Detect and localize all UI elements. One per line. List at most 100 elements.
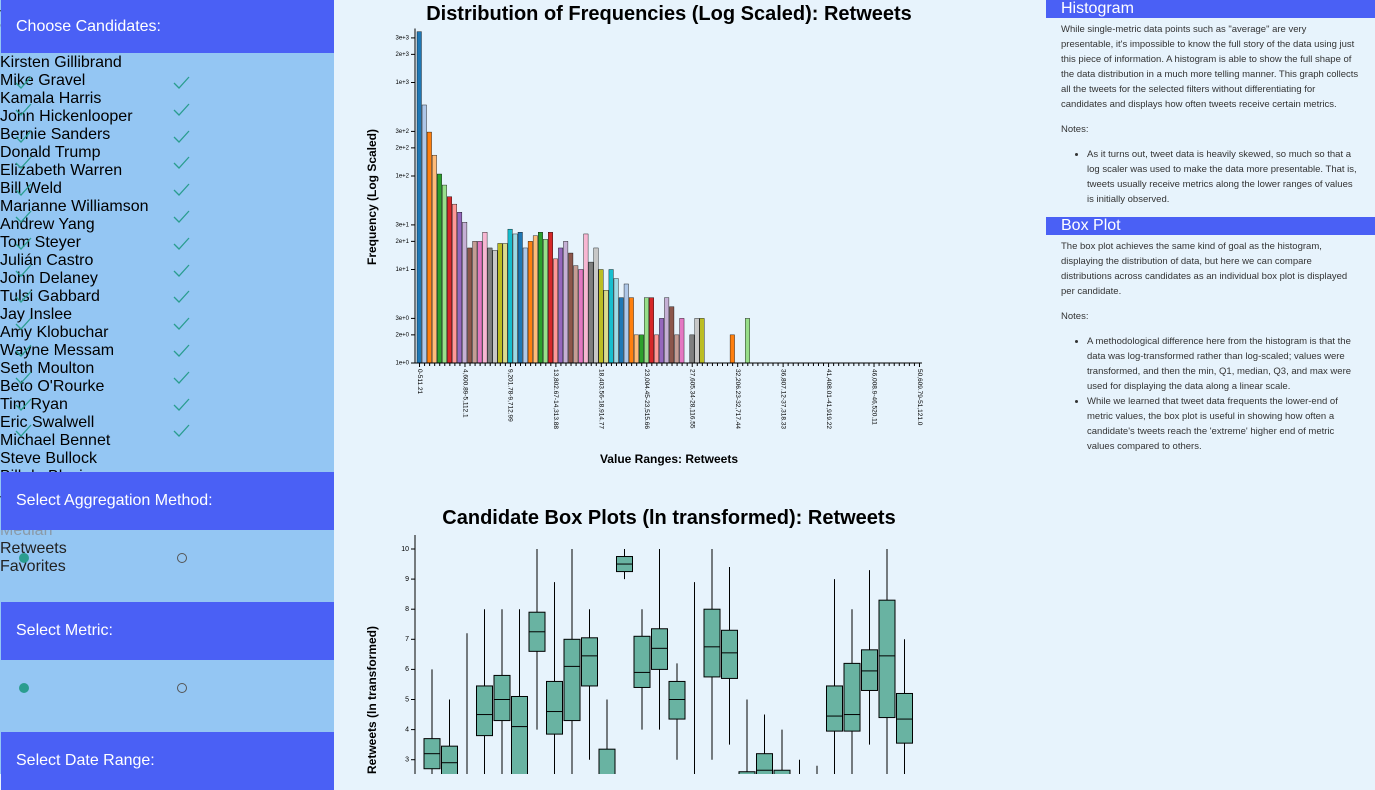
radio[interactable] (19, 553, 29, 563)
candidate-label[interactable]: Bill Weld (0, 180, 62, 197)
checkbox[interactable] (172, 75, 192, 91)
y-axis-label: Retweets (ln transformed) (365, 626, 379, 774)
checkbox[interactable] (14, 236, 34, 252)
x-axis-label: Value Ranges: Retweets (600, 452, 738, 466)
check-icon (173, 237, 190, 250)
candidate-label[interactable]: Kirsten Gillibrand (0, 54, 122, 71)
candidate-label[interactable]: Beto O'Rourke (0, 378, 105, 395)
section-header: Select Metric: (1, 602, 334, 660)
bar (477, 241, 483, 364)
bar (664, 297, 670, 364)
checkbox[interactable] (172, 370, 192, 386)
candidate-label[interactable]: Andrew Yang (0, 216, 95, 233)
radio-label[interactable]: Retweets (0, 540, 67, 557)
checkbox[interactable] (14, 370, 34, 386)
bar (543, 239, 548, 364)
check-icon (15, 237, 32, 250)
bar (462, 222, 468, 364)
radio[interactable] (177, 683, 187, 693)
check-icon (173, 398, 190, 411)
candidate-label[interactable]: Michael Bennet (0, 432, 111, 449)
box (651, 628, 668, 670)
radio[interactable] (19, 683, 29, 693)
checkbox[interactable] (14, 343, 34, 359)
chart-title: Distribution of Frequencies (Log Scaled)… (426, 3, 912, 25)
checkbox[interactable] (14, 263, 34, 279)
checkbox[interactable] (14, 75, 34, 91)
checkbox[interactable] (172, 316, 192, 332)
bar (694, 318, 700, 364)
candidate-label[interactable]: Steve Bullock (0, 450, 97, 467)
check-icon (15, 264, 32, 277)
candidate-label[interactable]: Marianne Williamson (0, 198, 149, 215)
bar (492, 250, 498, 364)
candidate-label[interactable]: Jay Inslee (0, 306, 73, 323)
checkbox[interactable] (14, 102, 34, 118)
checkbox[interactable] (172, 343, 192, 359)
candidate-label[interactable]: Seth Moulton (0, 360, 95, 377)
box (598, 748, 616, 774)
bar (437, 173, 442, 364)
check-icon (15, 317, 32, 331)
checkbox[interactable] (14, 129, 34, 145)
bar (467, 247, 473, 364)
checkbox[interactable] (14, 209, 34, 225)
checkbox[interactable] (14, 289, 34, 305)
check-icon (15, 183, 32, 197)
candidate-label[interactable]: Julián Castro (0, 252, 94, 269)
box (773, 769, 791, 774)
candidate-label[interactable]: Wayne Messam (0, 342, 115, 359)
y-tick-label: 3e+2 (395, 129, 409, 135)
checkbox[interactable] (172, 289, 192, 305)
candidate-label[interactable]: Donald Trump (0, 144, 101, 161)
bar (659, 318, 665, 364)
radio[interactable] (177, 553, 187, 563)
checkbox[interactable] (172, 397, 192, 413)
x-tick-label: 36,807.12-37,318.33 (779, 369, 786, 429)
checkbox[interactable] (172, 182, 192, 198)
candidate-label[interactable]: Eric Swalwell (0, 414, 95, 431)
candidate-label[interactable]: Tulsi Gabbard (0, 288, 100, 305)
checkbox[interactable] (172, 423, 192, 439)
checkbox[interactable] (172, 263, 192, 279)
check-icon (173, 264, 190, 277)
checkbox[interactable] (14, 182, 34, 198)
checkbox[interactable] (172, 102, 192, 118)
box (441, 745, 458, 774)
notes-list: A methodological difference here from th… (1061, 334, 1361, 454)
checkbox[interactable] (14, 423, 34, 439)
checkbox[interactable] (172, 209, 192, 225)
candidate-label[interactable]: John Delaney (0, 270, 98, 287)
candidate-label[interactable]: Amy Klobuchar (0, 324, 109, 341)
candidate-label[interactable]: Bernie Sanders (0, 126, 111, 143)
bar (633, 334, 639, 364)
checkbox[interactable] (14, 316, 34, 332)
radio-label[interactable]: Favorites (0, 558, 66, 575)
box (896, 692, 913, 744)
candidate-label[interactable]: John Hickenlooper (0, 108, 133, 125)
box (633, 635, 651, 688)
bar (618, 297, 624, 364)
bar (573, 265, 579, 364)
candidate-label[interactable]: Mike Gravel (0, 72, 86, 89)
y-tick-label: 3 (405, 757, 409, 764)
candidate-label[interactable]: Tim Ryan (0, 396, 68, 413)
bar (522, 247, 528, 364)
note: While we learned that tweet data frequen… (1087, 394, 1361, 454)
checkbox[interactable] (14, 155, 34, 171)
bar (416, 31, 422, 364)
checkbox[interactable] (172, 236, 192, 252)
candidate-label[interactable]: Tom Steyer (0, 234, 81, 251)
info-card: Histogram While single-metric data points… (1045, 0, 1375, 217)
section-header: Choose Candidates: (1, 0, 334, 53)
candidate-label[interactable]: Kamala Harris (0, 90, 102, 107)
bar (532, 235, 538, 364)
checkbox[interactable] (172, 129, 192, 145)
x-tick-label: 4,600.89-5,112.1 (461, 369, 468, 418)
bar (487, 247, 493, 364)
candidate-label[interactable]: Elizabeth Warren (0, 162, 123, 179)
checkbox[interactable] (172, 155, 192, 171)
checkbox[interactable] (14, 397, 34, 413)
bar (452, 203, 458, 364)
check-icon (173, 344, 190, 357)
